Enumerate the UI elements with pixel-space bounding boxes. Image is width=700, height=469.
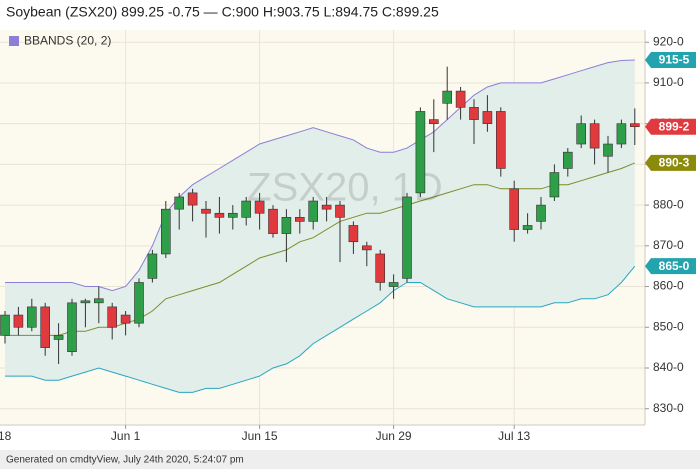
candle-body [40,306,51,348]
candle-body [616,123,627,145]
legend-swatch [9,36,19,46]
candle-body [53,335,64,340]
candle-body [107,306,117,328]
candle-body [562,151,573,169]
candle-body [214,212,225,218]
price-badge [645,52,696,69]
candle-body [0,314,10,336]
watermark: ZSX20, 1D [247,166,443,210]
candle-body [268,208,278,234]
bands [5,59,636,393]
band-lower [5,265,636,393]
candle-body [455,90,466,108]
footer-band [0,450,700,469]
y-tick-label: 920-0 [653,34,684,48]
candle-body [361,245,372,251]
price-badge [645,154,696,171]
x-tick-label: Jun 1 [111,429,141,443]
candle-body [187,192,198,206]
candle-body [469,107,479,120]
footer: Generated on cmdtyView, July 24th 2020, … [6,455,244,466]
candle-body [13,314,24,328]
candle-body [428,119,439,124]
candle-body [228,212,238,218]
candle-body [321,204,332,210]
x-tick-label: Jul 13 [498,429,530,443]
candle-body [147,253,158,279]
candle-body [629,123,640,128]
candle-body [174,196,184,210]
y-tick-label: 910-0 [653,75,684,89]
candle-body [161,208,171,255]
band-fill [5,60,635,393]
price-badge-label: 865-0 [659,259,690,273]
candles [0,66,640,364]
candle-body [26,306,37,328]
candle-body [281,217,292,234]
candle-body [549,172,560,198]
chart-title: Soybean (ZSX20) 899.25 -0.75 — C:900 H:9… [6,4,439,20]
candle-body [241,200,251,218]
candle-body [120,314,131,324]
x-tick-label: Jun 15 [242,429,278,443]
candle-body [415,111,426,194]
candle-body [348,225,359,243]
candle-body [201,208,211,214]
x-tick-label: May 18 [0,429,12,443]
candle-body [589,123,600,149]
candle-body [308,200,319,222]
candle-body [94,298,104,304]
candle-body [536,204,546,222]
y-tick-label: 830-0 [653,401,684,415]
candle-body [294,217,305,222]
candle-body [576,123,587,145]
price-badge [645,118,696,135]
y-tick-label: 850-0 [653,319,684,333]
candle-body [80,300,91,304]
candle-body [134,282,144,324]
candle-body [402,196,412,279]
x-tick-label: Jun 29 [376,429,412,443]
candle-body [482,111,493,124]
legend-label: BBANDS (20, 2) [24,34,111,48]
axes: 830-0840-0850-0860-0870-0880-0890-0900-0… [0,34,696,443]
candle-body [495,111,506,169]
candle-body [388,282,399,287]
candle-body [442,90,453,104]
candle-body [509,188,520,230]
price-badge-label: 890-3 [659,156,690,170]
band-upper [5,59,635,292]
price-badge-label: 899-2 [659,119,690,133]
y-tick-label: 860-0 [653,279,684,293]
candle-body [375,253,386,283]
price-badge [645,258,696,275]
y-tick-label: 880-0 [653,197,684,211]
candle-body [522,225,533,230]
candle-body [335,204,345,218]
candle-body [67,302,77,353]
y-tick-label: 870-0 [653,238,684,252]
y-tick-label: 840-0 [653,360,684,374]
candle-body [603,143,613,157]
candle-body [254,200,265,214]
price-badge-label: 915-5 [659,53,690,67]
